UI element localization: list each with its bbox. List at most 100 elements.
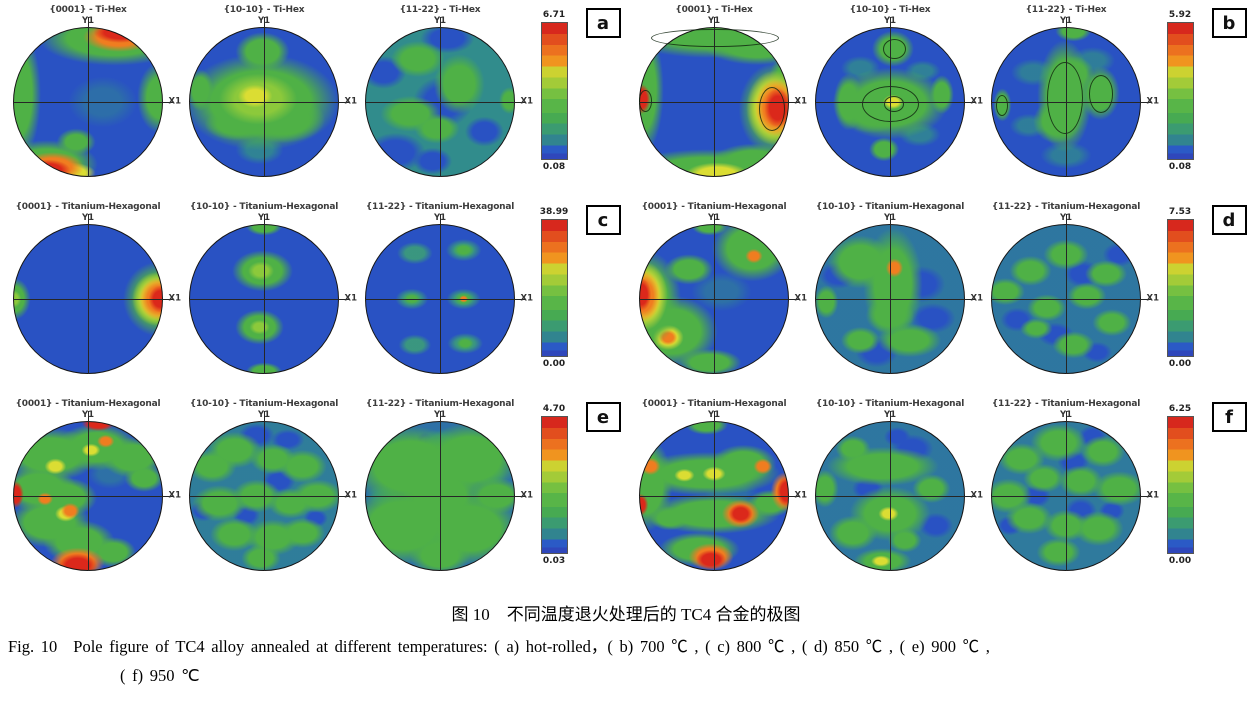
pole-figure-title: {10-10} - Titanium-Hexagonal (189, 202, 339, 212)
axis-line (890, 17, 891, 177)
colorbar-min: 0.08 (1168, 162, 1192, 172)
x1-axis-label: X1 (520, 96, 533, 107)
axis-line (365, 299, 525, 300)
pole-figure-title: {11-22} - Titanium-Hexagonal (991, 202, 1141, 212)
y1-axis-label: Y1 (1059, 410, 1073, 420)
y1-axis-label: Y1 (433, 410, 447, 420)
pole-figure-title: {0001} - Ti-Hex (49, 5, 127, 15)
axis-line (365, 102, 525, 103)
axis-line (639, 496, 799, 497)
panel-label-box: a (580, 0, 626, 197)
colorbar: 38.99 0.00 (528, 197, 580, 394)
axis-line (264, 214, 265, 374)
colorbar-min: 0.08 (542, 162, 566, 172)
pole-figure-title: {11-22} - Ti-Hex (399, 5, 481, 15)
x1-axis-label: X1 (520, 490, 533, 501)
axis-line (189, 102, 349, 103)
pole-figure: {0001} - Titanium-Hexagonal Y1 X1 (626, 394, 807, 591)
y1-axis-label: Y1 (1059, 16, 1073, 26)
pole-figure-title: {10-10} - Titanium-Hexagonal (815, 202, 965, 212)
pole-figure-title: {0001} - Titanium-Hexagonal (641, 399, 787, 409)
axis-line (440, 214, 441, 374)
colorbar-gradient (1166, 22, 1194, 160)
pole-figure: {11-22} - Ti-Hex Y1 X1 (352, 0, 533, 197)
pole-figure: {10-10} - Titanium-Hexagonal Y1 X1 (176, 197, 357, 394)
figure-caption: 图 10 不同温度退火处理后的 TC4 合金的极图 Fig. 10 Pole fi… (0, 591, 1252, 686)
x1-axis-label: X1 (168, 490, 181, 501)
caption-english-line1: Fig. 10 Pole figure of TC4 alloy annealed… (0, 633, 1252, 657)
panel-label-box: e (580, 394, 626, 591)
axis-line (1066, 17, 1067, 177)
colorbar-max: 5.92 (1168, 10, 1192, 20)
axis-line (714, 17, 715, 177)
panel-e: {0001} - Titanium-Hexagonal Y1 X1 {10-10… (0, 394, 626, 591)
axis-line (991, 299, 1151, 300)
pole-figure: {10-10} - Titanium-Hexagonal Y1 X1 (802, 394, 983, 591)
colorbar: 6.25 0.00 (1154, 394, 1206, 591)
axis-line (815, 299, 975, 300)
y1-axis-label: Y1 (81, 410, 95, 420)
colorbar-gradient (540, 22, 568, 160)
axis-line (440, 17, 441, 177)
axis-line (13, 496, 173, 497)
pole-figure-title: {11-22} - Titanium-Hexagonal (365, 399, 515, 409)
pole-figure: {10-10} - Ti-Hex Y1 X1 (802, 0, 983, 197)
contour-line (651, 28, 779, 47)
colorbar-max: 6.25 (1168, 404, 1192, 414)
colorbar: 5.92 0.08 (1154, 0, 1206, 197)
y1-axis-label: Y1 (707, 213, 721, 223)
pole-figure: {11-22} - Titanium-Hexagonal Y1 X1 (352, 394, 533, 591)
panel-label: d (1211, 205, 1247, 235)
x1-axis-label: X1 (520, 293, 533, 304)
y1-axis-label: Y1 (1059, 213, 1073, 223)
pole-figure: {11-22} - Titanium-Hexagonal Y1 X1 (352, 197, 533, 394)
contour-line (1088, 75, 1113, 113)
y1-axis-label: Y1 (81, 16, 95, 26)
x1-axis-label: X1 (168, 293, 181, 304)
panel-label-box: b (1206, 0, 1252, 197)
axis-line (815, 102, 975, 103)
axis-line (639, 299, 799, 300)
axis-line (88, 411, 89, 571)
pole-figure-title: {11-22} - Titanium-Hexagonal (365, 202, 515, 212)
pole-figure: {0001} - Ti-Hex Y1 X1 (0, 0, 181, 197)
x1-axis-label: X1 (168, 96, 181, 107)
colorbar-gradient (540, 416, 568, 554)
colorbar-min: 0.03 (542, 556, 566, 566)
axis-line (890, 214, 891, 374)
pole-figure: {10-10} - Titanium-Hexagonal Y1 X1 (176, 394, 357, 591)
colorbar-max: 7.53 (1168, 207, 1192, 217)
x1-axis-label: X1 (794, 96, 807, 107)
pole-figure-title: {10-10} - Ti-Hex (849, 5, 931, 15)
axis-line (365, 496, 525, 497)
contour-line (882, 39, 906, 59)
pole-figure: {0001} - Titanium-Hexagonal Y1 X1 (0, 394, 181, 591)
panel-label: e (585, 402, 621, 432)
colorbar-gradient (540, 219, 568, 357)
x1-axis-label: X1 (970, 293, 983, 304)
colorbar-gradient (1166, 219, 1194, 357)
axis-line (88, 214, 89, 374)
panel-c: {0001} - Titanium-Hexagonal Y1 X1 {10-10… (0, 197, 626, 394)
caption-english-line2: ( f) 950 ℃ (120, 666, 200, 685)
colorbar: 4.70 0.03 (528, 394, 580, 591)
figure-row-2: {0001} - Titanium-Hexagonal Y1 X1 {10-10… (0, 197, 1252, 394)
axis-line (639, 102, 799, 103)
pole-figure-title: {11-22} - Titanium-Hexagonal (991, 399, 1141, 409)
figure-row-1: {0001} - Ti-Hex Y1 X1 {10-10} - Ti-Hex Y… (0, 0, 1252, 197)
colorbar-min: 0.00 (542, 359, 566, 369)
axis-line (714, 411, 715, 571)
colorbar-min: 0.00 (1168, 359, 1192, 369)
pole-figure: {10-10} - Titanium-Hexagonal Y1 X1 (802, 197, 983, 394)
x1-axis-label: X1 (344, 293, 357, 304)
pole-figure-title: {0001} - Titanium-Hexagonal (641, 202, 787, 212)
y1-axis-label: Y1 (707, 16, 721, 26)
colorbar-max: 6.71 (542, 10, 566, 20)
panel-label: b (1211, 8, 1247, 38)
contour-line (884, 96, 904, 112)
caption-chinese: 图 10 不同温度退火处理后的 TC4 合金的极图 (451, 605, 801, 624)
pole-figure-title: {0001} - Titanium-Hexagonal (15, 202, 161, 212)
axis-line (13, 102, 173, 103)
panel-a: {0001} - Ti-Hex Y1 X1 {10-10} - Ti-Hex Y… (0, 0, 626, 197)
